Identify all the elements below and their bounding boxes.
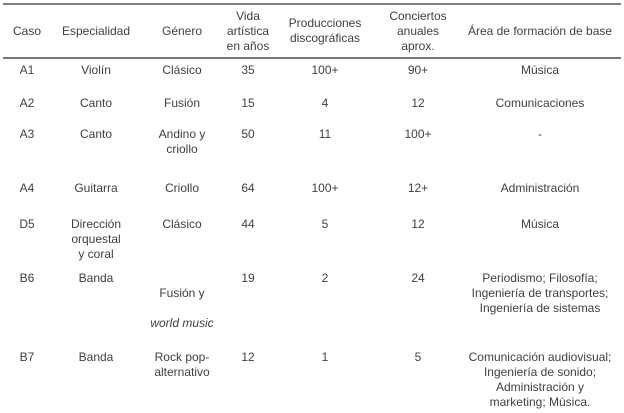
cell-caso: A4 bbox=[19, 181, 35, 195]
cell-genero: Andino y criollo bbox=[158, 127, 206, 156]
table-row-a2: A2 Canto Fusión 15 4 12 Comunicaciones bbox=[3, 92, 621, 123]
cell-genero: Clásico bbox=[162, 217, 202, 231]
table-row-b6: B6 Banda Fusión y world music 19 2 24 Pe… bbox=[3, 267, 621, 346]
cell-producciones: 4 bbox=[321, 96, 329, 110]
cell-caso: A2 bbox=[19, 96, 35, 110]
cell-especialidad: Violín bbox=[81, 63, 111, 77]
cell-especialidad: Banda bbox=[78, 271, 114, 285]
cell-area: Comunicación audiovisual; Ingeniería de … bbox=[468, 350, 612, 409]
cell-producciones: 100+ bbox=[311, 63, 339, 77]
cell-especialidad: Dirección orquestal y coral bbox=[70, 217, 121, 261]
cell-conciertos: 12 bbox=[411, 96, 425, 110]
cell-genero: Clásico bbox=[162, 63, 202, 77]
cell-vida: 64 bbox=[241, 181, 255, 195]
cell-conciertos: 5 bbox=[414, 350, 422, 364]
header-genero: Género bbox=[161, 23, 203, 38]
cell-area: Administración bbox=[500, 181, 580, 195]
genero-italic-text: world music bbox=[150, 316, 214, 330]
cell-producciones: 5 bbox=[321, 217, 329, 231]
cell-caso: A3 bbox=[19, 127, 35, 141]
cell-caso: B6 bbox=[19, 271, 35, 285]
cell-especialidad: Guitarra bbox=[74, 181, 118, 195]
cell-conciertos: 12+ bbox=[407, 181, 429, 195]
cell-producciones: 11 bbox=[318, 127, 332, 141]
cell-genero: Criollo bbox=[164, 181, 199, 195]
cell-especialidad: Canto bbox=[79, 96, 113, 110]
cell-especialidad: Banda bbox=[78, 350, 114, 364]
header-caso: Caso bbox=[12, 23, 41, 38]
cell-producciones: 1 bbox=[321, 350, 329, 364]
cell-conciertos: 24 bbox=[411, 271, 425, 285]
cell-caso: B7 bbox=[19, 350, 35, 364]
cell-especialidad: Canto bbox=[79, 127, 113, 141]
cell-area: Comunicaciones bbox=[495, 96, 585, 110]
table-row-b7: B7 Banda Rock pop- alternativo 12 1 5 Co… bbox=[3, 346, 621, 413]
cell-vida: 44 bbox=[241, 217, 255, 231]
cell-area: Periodismo; Filosofía; Ingeniería de tra… bbox=[471, 271, 609, 315]
header-vida-artistica: Vida artística en años bbox=[226, 8, 270, 53]
cell-area: Música bbox=[520, 63, 559, 77]
table-header: Caso Especialidad Género Vida artística … bbox=[3, 4, 621, 58]
cell-vida: 12 bbox=[241, 350, 255, 364]
table-row-d5: D5 Dirección orquestal y coral Clásico 4… bbox=[3, 213, 621, 267]
cell-genero: Rock pop- alternativo bbox=[154, 350, 210, 379]
header-conciertos: Conciertos anuales aprox. bbox=[389, 8, 447, 53]
cell-area: - bbox=[538, 127, 542, 141]
cell-producciones: 2 bbox=[321, 271, 329, 285]
cell-conciertos: 12 bbox=[411, 217, 425, 231]
table-body: A1 Violín Clásico 35 100+ 90+ Música A2 … bbox=[3, 58, 621, 413]
cell-vida: 15 bbox=[241, 96, 255, 110]
cell-vida: 19 bbox=[241, 271, 255, 285]
header-row: Caso Especialidad Género Vida artística … bbox=[3, 4, 621, 58]
genero-text: Fusión y bbox=[159, 286, 205, 300]
cell-genero: Fusión y world music bbox=[141, 267, 223, 346]
header-producciones: Producciones discográficas bbox=[288, 16, 362, 45]
table-row-a1: A1 Violín Clásico 35 100+ 90+ Música bbox=[3, 58, 621, 92]
cell-conciertos: 100+ bbox=[404, 127, 432, 141]
cell-producciones: 100+ bbox=[311, 181, 339, 195]
table-row-a4: A4 Guitarra Criollo 64 100+ 12+ Administ… bbox=[3, 177, 621, 213]
cell-vida: 50 bbox=[241, 127, 255, 141]
cell-vida: 35 bbox=[241, 63, 255, 77]
header-especialidad: Especialidad bbox=[61, 23, 131, 38]
musicians-case-table: Caso Especialidad Género Vida artística … bbox=[3, 3, 621, 413]
header-area-formacion: Área de formación de base bbox=[467, 23, 613, 38]
table-row-a3: A3 Canto Andino y criollo 50 11 100+ - bbox=[3, 123, 621, 177]
cell-caso: A1 bbox=[19, 63, 35, 77]
cell-conciertos: 90+ bbox=[407, 63, 429, 77]
cell-area: Música bbox=[520, 217, 559, 231]
cell-genero: Fusión bbox=[163, 96, 201, 110]
cell-caso: D5 bbox=[19, 217, 35, 231]
